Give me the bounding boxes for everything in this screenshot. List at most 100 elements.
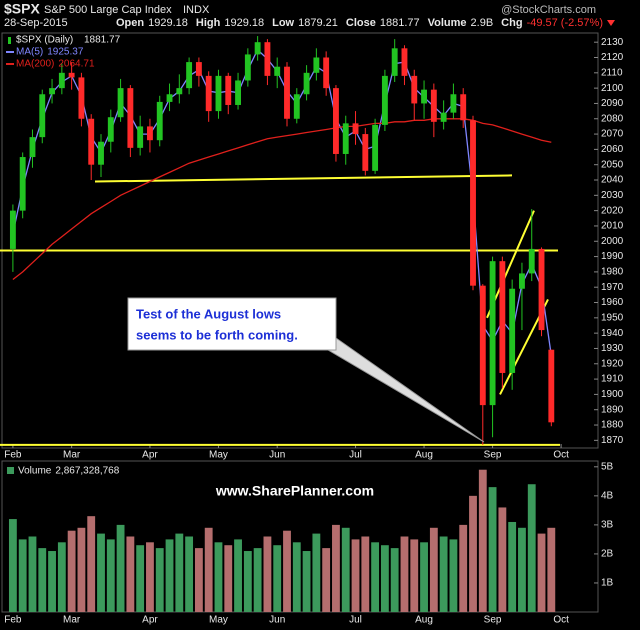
x-tick-label: Feb	[4, 450, 22, 461]
candle-body	[39, 94, 46, 138]
x-tick-label: May	[209, 615, 228, 626]
volume-bar	[243, 551, 252, 612]
volume-bar	[322, 548, 331, 612]
volume-bar	[302, 551, 311, 612]
candle-body	[519, 273, 525, 289]
y-tick-label: 2B	[601, 549, 614, 560]
y-tick-label: 2080	[601, 113, 624, 124]
y-tick-label: 2130	[601, 37, 624, 48]
y-tick-label: 2090	[601, 98, 624, 109]
candle-body	[9, 210, 16, 249]
x-tick-label: Apr	[142, 615, 158, 626]
price-panel	[1, 32, 599, 449]
candle-body	[460, 94, 467, 121]
x-tick-label: Sep	[484, 615, 502, 626]
candle-body	[440, 112, 447, 122]
candle-body	[19, 157, 26, 211]
volume-bar	[116, 524, 125, 612]
quote-label: Open	[116, 17, 144, 29]
legend-label: MA(200)	[16, 59, 54, 70]
volume-bar	[28, 536, 37, 612]
y-tick-label: 2050	[601, 159, 624, 170]
volume-bar	[214, 542, 223, 612]
candle-body	[450, 94, 457, 113]
annotation-line: Test of the August lows	[136, 306, 281, 321]
quote-label: Close	[346, 17, 376, 29]
volume-bar	[508, 521, 517, 612]
candle-body	[205, 75, 212, 112]
legend-value: 1925.37	[47, 47, 84, 58]
volume-bar	[97, 533, 105, 612]
volume-bar	[380, 545, 389, 612]
volume-bar	[332, 524, 340, 612]
x-tick-label: Oct	[553, 615, 569, 626]
candle-body	[421, 89, 427, 104]
candle-body	[176, 88, 183, 95]
candle-body	[58, 72, 65, 89]
volume-bar	[400, 536, 409, 612]
volume-bar	[439, 536, 448, 612]
y-tick-label: 1890	[601, 404, 624, 415]
y-tick-label: 1940	[601, 328, 624, 339]
volume-bar	[67, 530, 76, 612]
y-tick-label: 1950	[601, 312, 624, 323]
quote-label: Chg	[501, 17, 522, 29]
quote-label: Volume	[428, 17, 467, 29]
candle-body	[499, 261, 506, 373]
x-tick-label: Mar	[63, 450, 81, 461]
candle-body	[127, 88, 134, 148]
y-tick-label: 1B	[601, 578, 614, 589]
volume-bar	[8, 519, 17, 612]
candle-body	[78, 77, 85, 119]
y-tick-label: 1970	[601, 282, 624, 293]
candle-body	[470, 120, 476, 286]
quote-label: Low	[272, 17, 294, 29]
date: 28-Sep-2015	[4, 17, 68, 29]
candle-body	[401, 48, 408, 76]
volume-bar	[547, 527, 556, 612]
y-tick-label: 2100	[601, 83, 624, 94]
volume-bar	[57, 542, 66, 612]
y-tick-label: 1880	[601, 420, 624, 431]
source: @StockCharts.com	[501, 4, 596, 16]
volume-bar	[87, 516, 96, 612]
candle-body	[323, 57, 330, 89]
volume-bar	[292, 542, 301, 612]
candle-body	[362, 134, 369, 171]
volume-bar	[537, 533, 546, 612]
y-tick-label: 1920	[601, 358, 624, 369]
candle-body	[98, 141, 104, 165]
plot: 1870 1880 1890 1900 1910 1920 1930 1940 1950 1960…	[0, 35, 624, 626]
candle-body	[411, 75, 418, 104]
x-tick-label: Sep	[484, 450, 502, 461]
y-tick-label: 1960	[601, 297, 624, 308]
legend-value: 2064.71	[58, 59, 95, 70]
candle-body	[137, 126, 144, 148]
annotation: Test of the August lows seems to be fort…	[127, 297, 485, 443]
volume-bar	[351, 539, 360, 612]
volume-bar	[146, 542, 154, 612]
candle-body	[156, 101, 163, 141]
candle-body	[548, 349, 555, 423]
x-tick-label: Oct	[553, 450, 569, 461]
chart-subtitle: S&P 500 Large Cap Index	[44, 4, 172, 16]
candle-body	[107, 117, 114, 142]
legend-label: Volume	[18, 466, 52, 477]
volume-bar	[429, 527, 438, 612]
y-tick-label: 2070	[601, 129, 624, 140]
candle-body	[215, 75, 222, 112]
candle-body	[313, 57, 320, 73]
x-tick-label: May	[209, 450, 228, 461]
volume-bar	[283, 530, 291, 612]
legend-icon	[8, 37, 11, 44]
quote-label: High	[196, 17, 221, 29]
x-tick-label: Jun	[269, 615, 285, 626]
x-tick-label: Aug	[415, 615, 433, 626]
x-tick-label: Mar	[63, 615, 81, 626]
y-tick-label: 2120	[601, 52, 624, 63]
y-tick-label: 4B	[601, 490, 614, 501]
y-tick-label: 2000	[601, 236, 624, 247]
trendline	[94, 174, 513, 183]
y-tick-label: 1930	[601, 343, 624, 354]
candle-body	[391, 48, 398, 76]
